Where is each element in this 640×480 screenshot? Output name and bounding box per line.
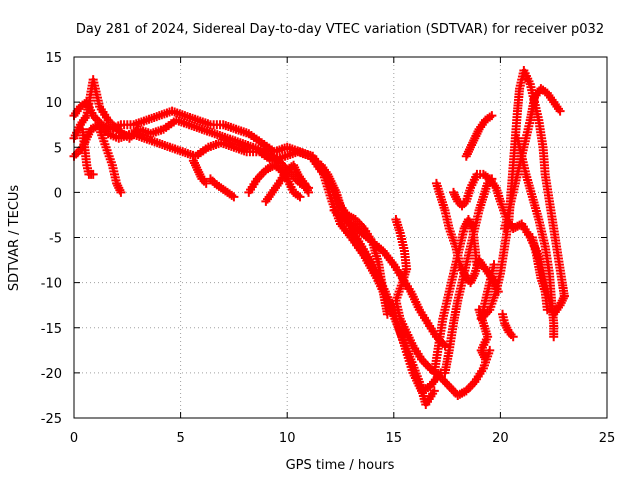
tick-labels: 0 5 10 15 20 25 -25 -20 -15 -10 -5 0 5 10 15 [41, 51, 616, 446]
series-track-20 [512, 133, 559, 342]
data-point [116, 187, 126, 197]
x-tick-label: 10 [279, 431, 296, 446]
x-tick-label: 5 [176, 431, 184, 446]
data-point [485, 345, 495, 355]
series-track-4 [78, 124, 98, 179]
data-point [549, 332, 559, 342]
series-track-18 [476, 66, 569, 324]
axis-ticks [73, 56, 608, 419]
y-tick-label: 10 [45, 96, 62, 111]
series-track-14 [440, 174, 497, 378]
series-track-8 [261, 160, 314, 206]
grid [74, 57, 607, 418]
data-point [487, 111, 497, 121]
data-point [229, 192, 239, 202]
series-track-7 [205, 174, 239, 202]
y-axis-label: SDTVAR / TECUs [7, 185, 22, 292]
data-point [429, 386, 439, 396]
y-tick-label: 0 [54, 186, 62, 201]
series-track-23 [527, 233, 552, 315]
data-point [295, 192, 305, 202]
data-point [508, 332, 518, 342]
x-tick-label: 25 [599, 431, 616, 446]
data-point [382, 309, 392, 319]
series-track-5 [95, 124, 126, 197]
data-point [88, 169, 98, 179]
series-track-9 [244, 160, 305, 202]
y-tick-label: 15 [45, 51, 62, 66]
y-tick-label: -25 [41, 412, 62, 427]
series-track-21 [498, 309, 518, 342]
y-tick-label: -10 [41, 277, 62, 292]
data-marks [69, 66, 569, 409]
y-tick-label: 5 [54, 141, 62, 156]
x-axis-label: GPS time / hours [286, 458, 395, 473]
data-point [201, 178, 211, 188]
y-tick-label: -5 [49, 232, 62, 247]
data-point [555, 106, 565, 116]
data-point [304, 187, 314, 197]
x-tick-label: 15 [386, 431, 403, 446]
x-tick-label: 20 [492, 431, 509, 446]
series-track-6 [188, 156, 211, 188]
x-tick-label: 0 [70, 431, 78, 446]
chart-title: Day 281 of 2024, Sidereal Day-to-day VTE… [76, 22, 604, 37]
y-tick-label: -20 [41, 367, 62, 382]
y-tick-label: -15 [41, 322, 62, 337]
data-point [480, 354, 490, 364]
series-track-19 [500, 84, 565, 233]
data-point [542, 305, 552, 315]
series-track-12 [391, 214, 495, 400]
data-point [559, 291, 569, 301]
series-track-22 [461, 111, 497, 161]
